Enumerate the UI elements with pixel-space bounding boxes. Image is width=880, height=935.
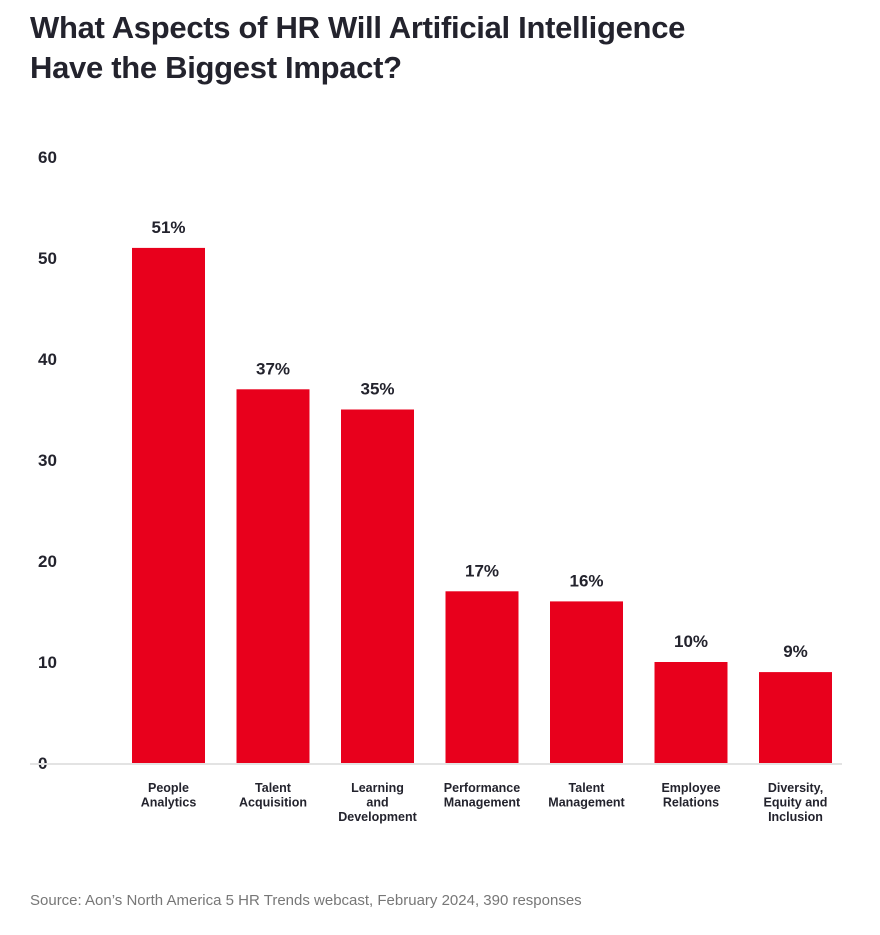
data-label: 16% (569, 571, 603, 590)
x-tick-label: Relations (663, 796, 719, 810)
bar (654, 662, 728, 763)
source-note: Source: Aon’s North America 5 HR Trends … (30, 892, 582, 909)
y-tick-label: 60 (38, 148, 57, 167)
data-label: 35% (360, 380, 394, 399)
x-tick-label: People (148, 781, 189, 795)
x-tick-label: Analytics (141, 796, 197, 810)
data-label: 51% (151, 218, 185, 237)
x-tick-label: Performance (444, 781, 520, 795)
x-tick-label: Equity and (764, 796, 828, 810)
y-tick-label: 20 (38, 552, 57, 571)
data-label: 17% (465, 561, 499, 580)
x-tick-label: Employee (661, 781, 720, 795)
x-tick-label: Diversity, (768, 781, 823, 795)
x-tick-label: Learning (351, 781, 404, 795)
chart-title: What Aspects of HR Will Artificial Intel… (30, 10, 686, 85)
bar (759, 672, 832, 763)
bar (132, 247, 205, 763)
data-label: 10% (674, 632, 708, 651)
x-tick-label: Acquisition (239, 796, 307, 810)
x-tick-label: Development (338, 810, 417, 824)
x-tick-label: Management (444, 796, 521, 810)
x-tick-label: Management (548, 796, 625, 810)
bar (236, 389, 310, 763)
data-label: 37% (256, 359, 290, 378)
x-tick-label: and (366, 796, 388, 810)
data-label: 9% (783, 642, 808, 661)
bar (445, 591, 519, 763)
y-tick-label: 50 (38, 249, 57, 268)
y-tick-label: 30 (38, 451, 57, 470)
x-tick-label: Talent (569, 781, 606, 795)
y-tick-label: 40 (38, 350, 57, 369)
bar (550, 601, 623, 763)
x-tick-label: Inclusion (768, 810, 823, 824)
x-tick-label: Talent (255, 781, 292, 795)
y-tick-label: 10 (38, 653, 57, 672)
bar (341, 409, 414, 763)
